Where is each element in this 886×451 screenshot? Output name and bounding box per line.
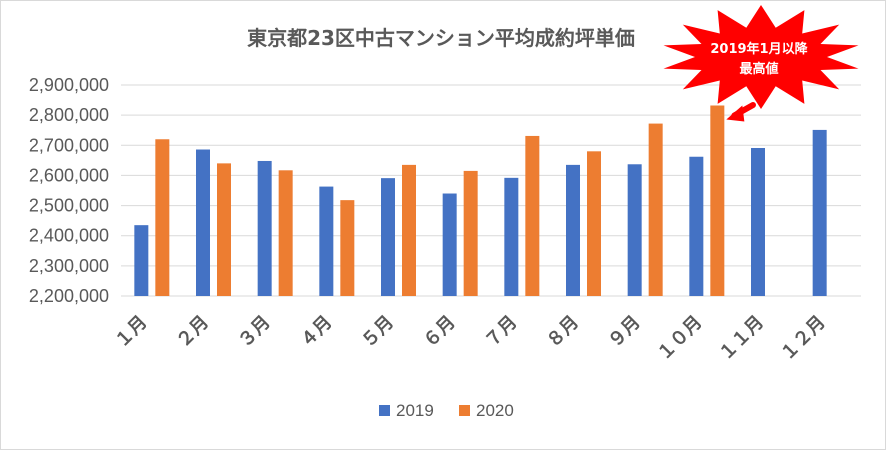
y-tick-label: 2,700,000 [29,135,109,155]
x-tick-label: １１月 [715,312,768,365]
y-axis-ticks: 2,900,000 2,800,000 2,700,000 2,600,000 2,50… [29,75,109,306]
x-tick-label: ４月 [296,312,336,352]
legend-label: 2019 [396,401,434,420]
bar-2019-11 [751,147,765,296]
y-tick-label: 2,600,000 [29,165,109,185]
legend-swatch [379,405,390,416]
bar-2019-3 [257,160,272,296]
bar-2019-6 [442,193,457,296]
y-tick-label: 2,300,000 [29,256,109,276]
bar-2019-4 [319,186,334,296]
y-tick-label: 2,200,000 [29,286,109,306]
bar-2019-12 [812,129,827,296]
bar-2019-8 [566,164,580,296]
bars [134,105,827,296]
x-axis-ticks: １月 ２月 ３月 ４月 ５月 ６月 ７月 ８月 ９月 １０月 １１月 １２月 [111,312,830,365]
x-tick-label: ３月 [234,312,274,352]
gridlines [121,84,861,297]
bar-2019-5 [381,178,395,296]
bar-2020-9 [648,123,663,296]
bar-2020-7 [525,135,540,296]
callout-text-line: 最高値 [739,61,778,77]
bar-2020-4 [340,200,355,296]
chart-title: 東京都23区中古マンション平均成約坪単価 [247,26,635,50]
bar-2019-2 [196,149,210,296]
bar-2020-2 [217,163,231,296]
x-tick-label: １月 [111,312,151,352]
legend: 2019 2020 [379,401,514,420]
x-tick-label: ７月 [481,312,521,352]
bar-2019-1 [134,225,149,296]
x-tick-label: １２月 [777,312,830,365]
y-tick-label: 2,900,000 [29,75,109,95]
x-tick-label: ９月 [604,312,644,352]
legend-swatch [459,405,470,416]
x-tick-label: ６月 [419,312,459,352]
y-tick-label: 2,500,000 [29,196,109,216]
starburst-shape [663,5,859,109]
bar-2020-5 [402,164,416,296]
bar-2020-8 [587,151,601,296]
bar-2019-7 [504,177,519,296]
y-tick-label: 2,800,000 [29,105,109,125]
x-tick-label: ８月 [543,312,583,352]
bar-2019-9 [627,164,642,296]
x-tick-label: ５月 [358,312,398,352]
bar-2020-3 [278,170,293,296]
x-tick-label: １０月 [653,312,706,365]
bar-2020-10 [710,105,725,296]
legend-item-2020: 2020 [459,401,514,420]
legend-label: 2020 [476,401,514,420]
legend-item-2019: 2019 [379,401,434,420]
bar-2019-10 [689,156,704,296]
bar-2020-6 [463,170,478,296]
y-tick-label: 2,400,000 [29,226,109,246]
callout-arrow [726,102,756,122]
callout-text-line: 2019年1月以降 [710,41,808,57]
x-tick-label: ２月 [173,312,213,352]
bar-2020-1 [155,139,170,296]
